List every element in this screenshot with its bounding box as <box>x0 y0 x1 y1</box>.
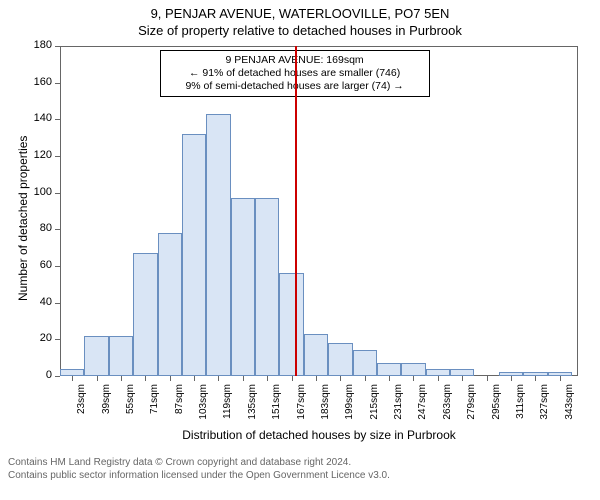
x-tick-label: 231sqm <box>393 384 404 424</box>
x-tick-mark <box>243 376 244 381</box>
histogram-bar <box>548 372 572 376</box>
y-tick-label: 20 <box>26 332 52 344</box>
y-tick-mark <box>55 339 60 340</box>
x-tick-mark <box>292 376 293 381</box>
x-tick-mark <box>145 376 146 381</box>
x-tick-mark <box>267 376 268 381</box>
y-tick-mark <box>55 303 60 304</box>
x-tick-mark <box>389 376 390 381</box>
x-tick-label: 23sqm <box>76 384 87 424</box>
x-tick-label: 39sqm <box>101 384 112 424</box>
x-tick-label: 295sqm <box>491 384 502 424</box>
y-tick-label: 180 <box>26 39 52 51</box>
histogram-bar <box>523 372 547 376</box>
x-tick-label: 279sqm <box>466 384 477 424</box>
x-tick-mark <box>121 376 122 381</box>
x-tick-label: 151sqm <box>271 384 282 424</box>
x-tick-label: 87sqm <box>174 384 185 424</box>
histogram-bar <box>182 134 206 376</box>
x-tick-label: 183sqm <box>320 384 331 424</box>
x-tick-label: 327sqm <box>539 384 550 424</box>
x-tick-label: 215sqm <box>369 384 380 424</box>
x-tick-mark <box>511 376 512 381</box>
histogram-bar <box>450 369 474 376</box>
histogram-bar <box>401 363 425 376</box>
y-tick-mark <box>55 193 60 194</box>
y-tick-label: 80 <box>26 222 52 234</box>
x-axis-label: Distribution of detached houses by size … <box>60 428 578 442</box>
x-tick-mark <box>194 376 195 381</box>
x-tick-mark <box>170 376 171 381</box>
x-tick-label: 103sqm <box>198 384 209 424</box>
x-tick-mark <box>413 376 414 381</box>
x-tick-mark <box>535 376 536 381</box>
histogram-bar <box>60 369 84 376</box>
y-tick-label: 40 <box>26 296 52 308</box>
y-tick-mark <box>55 46 60 47</box>
x-tick-mark <box>462 376 463 381</box>
title-address: 9, PENJAR AVENUE, WATERLOOVILLE, PO7 5EN <box>0 0 600 23</box>
histogram-bar <box>206 114 230 376</box>
y-tick-mark <box>55 119 60 120</box>
y-tick-label: 100 <box>26 186 52 198</box>
histogram-bar <box>109 336 133 376</box>
chart-container: 9, PENJAR AVENUE, WATERLOOVILLE, PO7 5EN… <box>0 0 600 500</box>
x-tick-mark <box>340 376 341 381</box>
x-tick-mark <box>97 376 98 381</box>
x-tick-label: 135sqm <box>247 384 258 424</box>
histogram-bar <box>499 372 523 376</box>
histogram-bar <box>353 350 377 376</box>
title-subtitle: Size of property relative to detached ho… <box>0 23 600 40</box>
footer-line2: Contains public sector information licen… <box>8 469 390 482</box>
x-tick-mark <box>438 376 439 381</box>
y-tick-label: 120 <box>26 149 52 161</box>
histogram-bar <box>377 363 401 376</box>
x-tick-label: 55sqm <box>125 384 136 424</box>
x-tick-label: 199sqm <box>344 384 355 424</box>
y-tick-label: 140 <box>26 112 52 124</box>
y-tick-mark <box>55 266 60 267</box>
histogram-bar <box>133 253 157 376</box>
histogram-bar <box>279 273 303 376</box>
histogram-bar <box>304 334 328 376</box>
footer-line1: Contains HM Land Registry data © Crown c… <box>8 456 390 469</box>
y-tick-label: 60 <box>26 259 52 271</box>
x-tick-mark <box>365 376 366 381</box>
x-tick-mark <box>487 376 488 381</box>
x-tick-label: 71sqm <box>149 384 160 424</box>
x-tick-label: 167sqm <box>296 384 307 424</box>
histogram-bar <box>231 198 255 376</box>
y-tick-mark <box>55 229 60 230</box>
y-tick-mark <box>55 376 60 377</box>
x-tick-label: 343sqm <box>564 384 575 424</box>
x-tick-mark <box>560 376 561 381</box>
histogram-bar <box>158 233 182 376</box>
histogram-bar <box>84 336 108 376</box>
x-tick-label: 263sqm <box>442 384 453 424</box>
histogram-bar <box>426 369 450 376</box>
y-tick-label: 160 <box>26 76 52 88</box>
x-tick-mark <box>316 376 317 381</box>
reference-line <box>295 46 297 376</box>
y-tick-mark <box>55 83 60 84</box>
footer-attribution: Contains HM Land Registry data © Crown c… <box>8 456 390 482</box>
y-tick-label: 0 <box>26 369 52 381</box>
histogram-bar <box>255 198 279 376</box>
x-tick-label: 119sqm <box>222 384 233 424</box>
x-tick-mark <box>72 376 73 381</box>
y-tick-mark <box>55 156 60 157</box>
x-tick-mark <box>218 376 219 381</box>
x-tick-label: 247sqm <box>417 384 428 424</box>
x-tick-label: 311sqm <box>515 384 526 424</box>
histogram-bar <box>328 343 352 376</box>
